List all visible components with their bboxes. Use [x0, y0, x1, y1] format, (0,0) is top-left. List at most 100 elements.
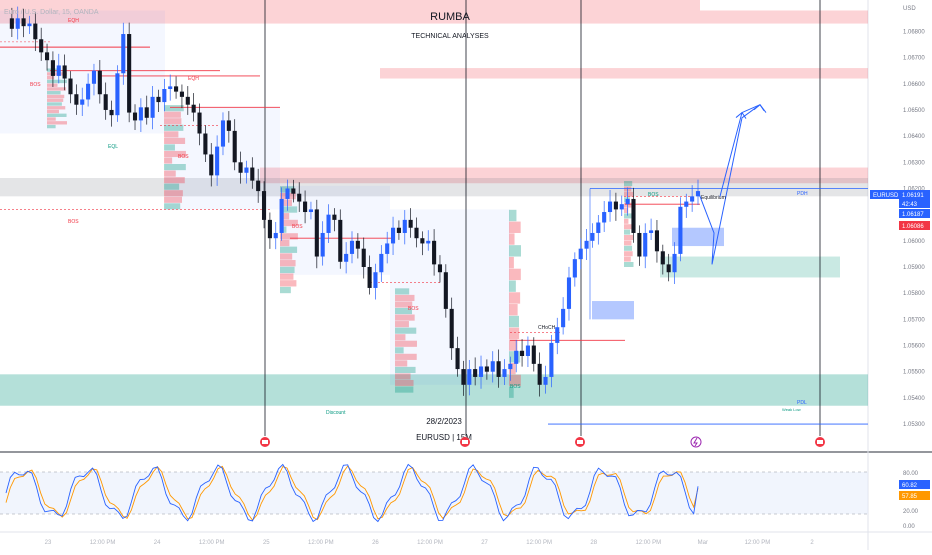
- osc-d-tag: [899, 491, 930, 500]
- profile-bar: [280, 246, 298, 253]
- flag-icon[interactable]: [460, 437, 470, 447]
- candle: [367, 255, 372, 295]
- candle: [179, 84, 184, 109]
- profile-bar: [509, 268, 521, 281]
- candle-body: [291, 188, 296, 194]
- profile-bar: [395, 386, 414, 393]
- candle: [643, 223, 648, 269]
- candle: [390, 216, 396, 256]
- candle-body: [508, 363, 513, 370]
- candle-body: [684, 201, 689, 207]
- candle: [267, 212, 272, 249]
- currency-label: USD: [903, 6, 916, 12]
- candle-body: [537, 363, 542, 385]
- label-equilibrium: Equilibrium: [701, 195, 726, 201]
- profile-bar: [47, 75, 55, 80]
- label-bos-2: BOS: [178, 154, 189, 160]
- candle-body: [273, 232, 278, 239]
- candle: [220, 112, 226, 156]
- profile-bar: [624, 262, 634, 267]
- candle: [197, 103, 202, 146]
- lightning-icon[interactable]: [690, 436, 702, 448]
- candle: [62, 54, 67, 91]
- candle: [484, 359, 489, 380]
- profile-bar: [395, 288, 410, 295]
- candle: [44, 43, 50, 71]
- candle-body: [473, 369, 478, 377]
- profile-bar: [395, 334, 406, 341]
- candle-body: [543, 376, 548, 385]
- profile-bar: [395, 373, 411, 380]
- price-tick: 1.05500: [903, 370, 925, 376]
- candle: [361, 237, 366, 279]
- label-weak-low: Weak Low: [782, 407, 801, 412]
- candle-body: [478, 366, 484, 377]
- candle: [443, 264, 448, 318]
- candle: [74, 84, 79, 115]
- candle-body: [566, 277, 572, 309]
- candle: [256, 168, 261, 203]
- candle-body: [80, 99, 85, 105]
- projection-path[interactable]: [697, 103, 767, 265]
- candle-body: [250, 167, 255, 181]
- candle: [402, 210, 407, 245]
- stochastic-lines[interactable]: [5, 463, 699, 523]
- candle-body: [156, 96, 161, 103]
- candle: [244, 160, 249, 184]
- label-bos-1: BOS: [30, 82, 41, 88]
- candle-body: [103, 94, 108, 110]
- flag-icon[interactable]: [815, 437, 825, 447]
- candles-layer[interactable]: [9, 6, 701, 397]
- candle-body: [9, 18, 14, 29]
- candle: [132, 104, 138, 130]
- flag-icon[interactable]: [260, 437, 270, 447]
- symbol-tag: [870, 190, 930, 199]
- profile-bar: [164, 177, 185, 184]
- countdown-tag: [899, 199, 930, 208]
- profile-bar: [280, 260, 296, 267]
- candle: [432, 229, 437, 276]
- profile-bar: [395, 379, 414, 387]
- profile-bar: [509, 304, 518, 316]
- candle-body: [607, 201, 613, 213]
- flag-icon[interactable]: [575, 437, 585, 447]
- structure-lines: [0, 41, 868, 425]
- candle: [654, 219, 660, 263]
- candle-body: [279, 198, 284, 233]
- price-axis[interactable]: [868, 0, 932, 550]
- candle-body: [613, 201, 618, 210]
- label-choch: CHoCH: [538, 325, 556, 331]
- candle-body: [555, 327, 560, 343]
- candle-body: [15, 18, 20, 29]
- candle-body: [490, 361, 495, 372]
- profile-bar: [624, 229, 631, 235]
- profile-bar: [624, 240, 632, 246]
- price-tick: 1.05900: [903, 265, 925, 271]
- bid-price: 1.06187: [902, 212, 924, 218]
- candle-body: [50, 60, 55, 76]
- candle: [584, 229, 589, 261]
- candle: [344, 242, 349, 274]
- candle: [414, 217, 419, 248]
- candle: [250, 157, 255, 189]
- time-tick: 12:00 PM: [417, 540, 443, 546]
- candle: [279, 187, 284, 241]
- profile-bar: [164, 118, 182, 125]
- candle-body: [150, 96, 155, 118]
- profile-bar: [624, 213, 634, 219]
- candle-body: [625, 198, 630, 205]
- candle-body: [33, 23, 38, 40]
- candle-body: [62, 65, 67, 79]
- profile-bar: [164, 190, 183, 197]
- candle-body: [238, 162, 243, 173]
- candle-body: [449, 308, 454, 349]
- candle: [27, 15, 32, 35]
- profile-bar: [624, 218, 629, 224]
- arrow-head: [735, 111, 747, 119]
- candle: [684, 193, 689, 218]
- osc-tick-0: 0.00: [903, 524, 915, 530]
- profile-bar: [395, 327, 417, 334]
- profile-bar: [47, 94, 65, 99]
- profile-bar: [624, 208, 629, 214]
